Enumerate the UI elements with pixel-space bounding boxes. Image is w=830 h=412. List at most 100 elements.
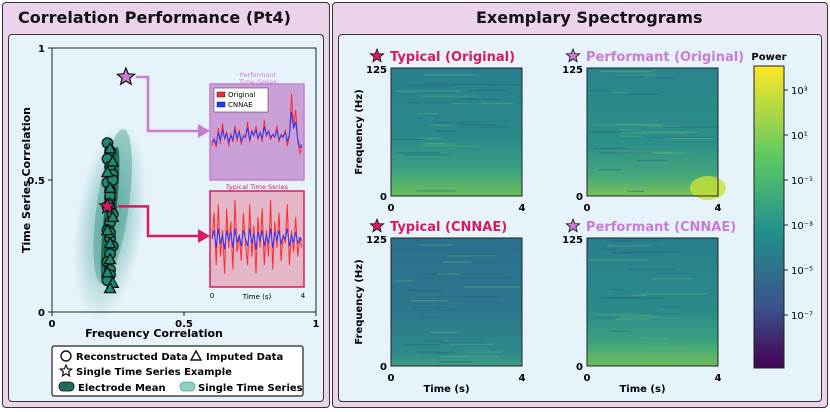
typical-arrow: [117, 205, 198, 238]
spectrogram-xtick: 4: [519, 373, 526, 384]
spectrogram-texture: [628, 269, 675, 271]
spectrogram-texture: [392, 138, 426, 141]
imputed-data-point: [106, 210, 120, 223]
imputed-data-point: [100, 265, 115, 278]
colorbar-label: Power: [751, 52, 786, 63]
legend-cnnae-label: CNNAE: [228, 101, 253, 109]
performant-panel-star: [565, 47, 581, 63]
spectrogram-texture: [403, 154, 450, 156]
performant-arrow: [135, 75, 200, 133]
performant-example-star: [115, 66, 137, 86]
typical-arrowhead: [198, 229, 210, 243]
spectrogram-texture: [645, 125, 679, 127]
spectrogram-texture: [448, 254, 511, 256]
spectrogram-texture: [430, 124, 451, 126]
legend-original-label: Original: [228, 91, 255, 99]
spectrogram-texture: [421, 316, 441, 318]
spectrogram-ytick: 125: [562, 65, 583, 76]
legend-single-series-label: Single Time Series: [198, 383, 303, 394]
spectrogram-xtick: 0: [584, 373, 591, 384]
spectrogram-texture: [656, 77, 676, 80]
spectrogram-texture: [449, 343, 494, 345]
spectrogram-texture: [421, 95, 475, 97]
spectrogram-texture: [612, 252, 634, 254]
legend-electrode-mean-label: Electrode Mean: [78, 383, 166, 394]
spectrogram-texture: [663, 126, 718, 128]
spectrogram-ytick: 125: [562, 235, 583, 246]
spectrogram-texture: [416, 138, 441, 140]
spectrogram-texture: [429, 331, 458, 333]
performant-inset-title-2: Time Series: [238, 78, 278, 86]
spectrogram-texture: [611, 240, 661, 242]
legend-imputed-marker: [189, 349, 203, 361]
spectrogram-texture: [616, 318, 648, 320]
spectrogram-texture: [617, 151, 675, 153]
spectrogram-texture: [661, 305, 682, 307]
spectrogram-texture: [619, 129, 636, 131]
spectrogram-texture: [612, 330, 629, 332]
right-title: Exemplary Spectrograms: [476, 8, 703, 27]
spectrogram-texture: [418, 351, 447, 353]
x-tick-label: 0.5: [175, 319, 193, 330]
spectrogram-texture: [466, 102, 482, 104]
spectrogram-texture: [439, 342, 485, 344]
legend-cnnae-swatch: [216, 101, 226, 108]
typical-inset-title: Typical Time Series: [225, 183, 289, 191]
performant-inset-title-1: Performant: [240, 71, 277, 79]
imputed-data-point: [103, 281, 117, 294]
spectrogram-title: Performant (Original): [586, 50, 744, 65]
performant-arrowhead: [198, 124, 210, 138]
colorbar-tick-label: 10⁻⁵: [791, 266, 813, 277]
spectrogram-texture: [425, 142, 446, 145]
spectrogram-texture: [447, 255, 496, 257]
left-title: Correlation Performance (Pt4): [18, 8, 291, 27]
spectrogram-texture: [614, 76, 643, 78]
performant-panel-star: [565, 217, 581, 233]
spectrogram-texture: [606, 239, 628, 241]
spectrogram-heatmap: [587, 238, 718, 366]
y-tick-label: 1: [38, 44, 45, 55]
spectrogram-texture: [610, 91, 628, 94]
spectrogram-title: Typical (CNNAE): [390, 220, 507, 235]
spectrogram-texture: [409, 101, 466, 103]
spectrogram-texture: [641, 337, 668, 340]
spectrogram-texture: [438, 361, 473, 363]
spectrogram-texture: [593, 147, 631, 150]
imputed-data-point: [103, 181, 117, 193]
spectrogram-texture: [458, 295, 499, 297]
spectrogram-heatmap: [391, 68, 522, 196]
typical-inset-xlabel: Time (s): [242, 293, 272, 301]
x-axis-label: Frequency Correlation: [85, 327, 223, 340]
spectrogram-texture: [625, 238, 666, 240]
typical-panel-star: [369, 217, 385, 233]
legend-imputed-label: Imputed Data: [206, 352, 283, 363]
spectrogram-xtick: 4: [715, 203, 722, 214]
typical-example-star: [98, 197, 117, 214]
spectrogram-ylabel: Frequency (Hz): [354, 89, 365, 174]
spectrogram-texture: [616, 74, 657, 76]
spectrogram-texture: [393, 280, 412, 282]
imputed-data-point: [100, 165, 115, 178]
legend-star-label: Single Time Series Example: [76, 367, 232, 378]
spectrogram-texture: [435, 130, 457, 132]
spectrogram-texture: [459, 126, 507, 128]
legend-box: [51, 345, 304, 397]
spectrogram-texture: [637, 159, 667, 161]
spectrogram-heatmap: [391, 238, 522, 366]
spectrogram-texture: [437, 273, 460, 275]
legend-star-marker: [58, 363, 74, 378]
spectrogram-frame: [586, 67, 719, 197]
spectrogram-texture: [453, 84, 518, 86]
spectrogram-texture: [408, 289, 445, 292]
spectrogram-texture: [412, 306, 447, 308]
spectrogram-texture: [591, 131, 622, 133]
spectrogram-xlabel: Time (s): [423, 384, 469, 395]
spectrogram-texture: [589, 89, 610, 91]
spectrogram-texture: [620, 135, 642, 137]
typical-inset-xtick: 0: [210, 292, 214, 300]
imputed-data-point: [103, 141, 117, 154]
spectrogram-ytick: 125: [366, 65, 387, 76]
